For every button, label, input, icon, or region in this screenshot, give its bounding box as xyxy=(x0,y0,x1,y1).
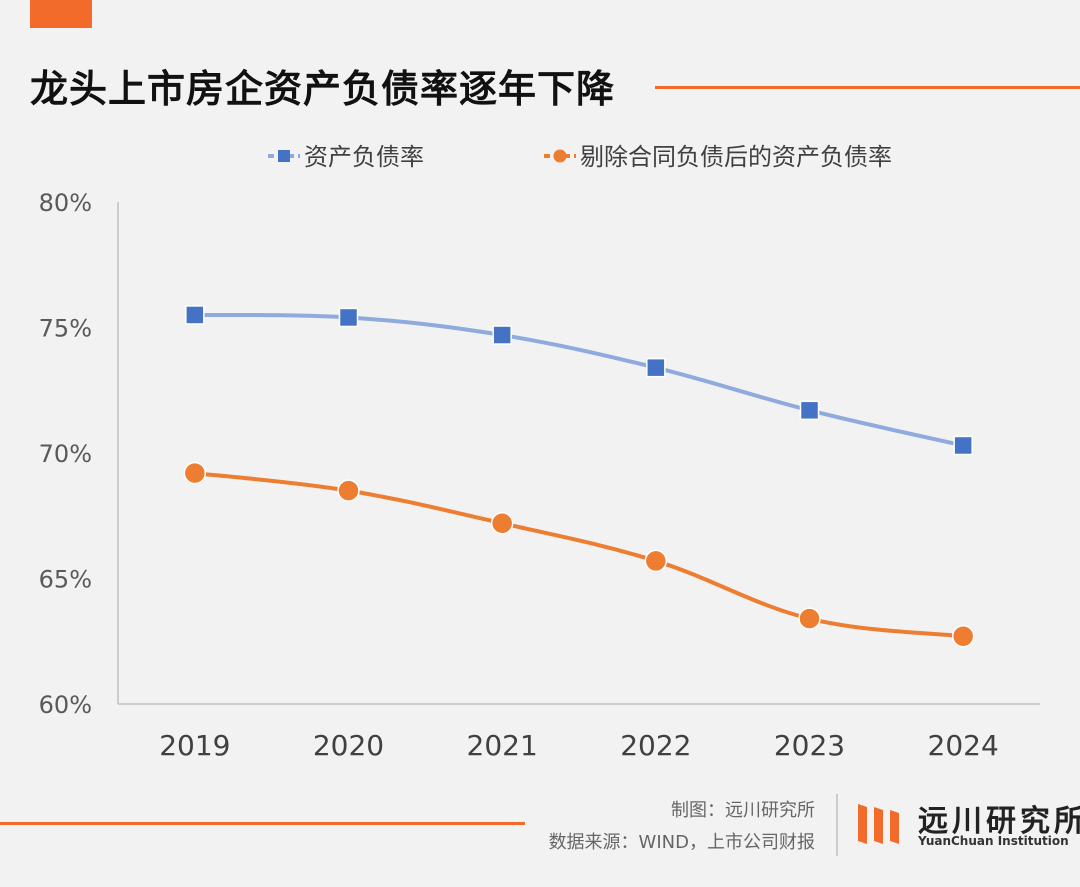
logo-name-en: YuanChuan Institution xyxy=(918,834,1069,848)
data-point-square xyxy=(953,435,973,456)
x-tick-label: 2020 xyxy=(313,729,384,762)
footer-rule xyxy=(0,822,525,825)
data-point-circle xyxy=(490,512,514,535)
y-tick-label: 60% xyxy=(39,691,92,719)
x-tick-label: 2019 xyxy=(159,729,230,762)
top-accent-tab xyxy=(30,0,92,28)
data-point-circle xyxy=(644,549,668,573)
footer-divider xyxy=(836,794,838,856)
legend-label: 剔除合同负债后的资产负债率 xyxy=(580,143,892,171)
chart-credit: 制图：远川研究所 xyxy=(671,800,815,821)
yuanchuan-logo-icon xyxy=(858,804,899,844)
chart-title: 龙头上市房企资产负债率逐年下降 xyxy=(30,67,616,111)
x-tick-label: 2022 xyxy=(620,729,691,762)
title-rule xyxy=(655,86,1080,89)
series-line-1 xyxy=(192,312,966,448)
data-point-square xyxy=(338,307,359,328)
logo-name-cn: 远川研究所 xyxy=(918,804,1080,839)
series-line-2 xyxy=(192,471,966,639)
data-point-square xyxy=(492,325,512,345)
data-point-square xyxy=(185,305,205,325)
data-source: 数据来源：WIND，上市公司财报 xyxy=(548,832,815,853)
data-point-circle xyxy=(798,607,821,630)
legend-label: 资产负债率 xyxy=(304,143,424,171)
x-tick-label: 2023 xyxy=(774,729,845,762)
legend-marker-square xyxy=(278,150,290,162)
data-point-circle xyxy=(183,461,207,485)
x-tick-label: 2024 xyxy=(928,729,999,762)
data-point-square xyxy=(646,357,666,378)
y-tick-label: 65% xyxy=(39,566,92,594)
legend-marker-circle xyxy=(553,149,567,163)
x-tick-label: 2021 xyxy=(467,729,538,762)
y-tick-label: 80% xyxy=(39,189,92,217)
data-point-circle xyxy=(337,479,360,502)
y-tick-label: 75% xyxy=(39,315,92,343)
data-point-circle xyxy=(951,624,975,648)
data-point-square xyxy=(799,400,820,421)
y-tick-label: 70% xyxy=(39,440,92,468)
